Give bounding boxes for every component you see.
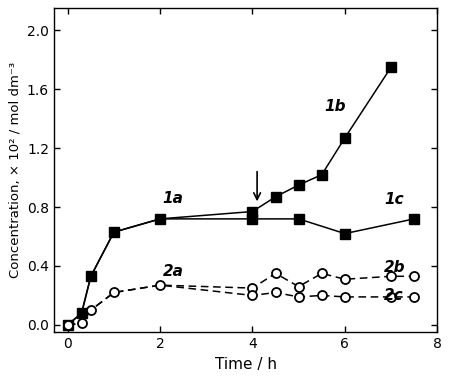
X-axis label: Time / h: Time / h — [215, 357, 277, 372]
Text: 1a: 1a — [162, 191, 183, 206]
Text: 2c: 2c — [384, 288, 404, 303]
Text: 1c: 1c — [384, 192, 404, 207]
Text: 2a: 2a — [162, 264, 183, 279]
Text: 2b: 2b — [384, 260, 405, 275]
Y-axis label: Concentration, × 10² / mol dm⁻³: Concentration, × 10² / mol dm⁻³ — [9, 62, 21, 279]
Text: 1b: 1b — [324, 100, 346, 114]
